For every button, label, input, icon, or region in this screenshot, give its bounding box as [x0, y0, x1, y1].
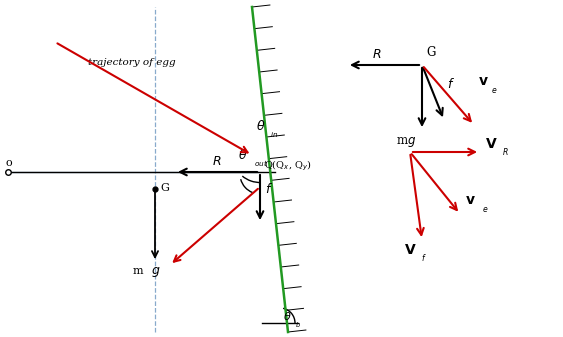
Text: m$g$: m$g$ — [396, 135, 416, 149]
Text: $_b$: $_b$ — [295, 320, 301, 330]
Text: $\theta$: $\theta$ — [238, 148, 247, 162]
Text: $\theta$: $\theta$ — [256, 119, 265, 133]
Text: $R$: $R$ — [373, 48, 382, 61]
Text: $\theta$: $\theta$ — [283, 310, 292, 322]
Text: $R$: $R$ — [212, 155, 222, 168]
Text: trajectory of egg: trajectory of egg — [88, 58, 176, 67]
Text: m: m — [133, 266, 144, 276]
Text: $_{in}$: $_{in}$ — [270, 130, 278, 140]
Text: $f$: $f$ — [265, 182, 273, 195]
Text: o: o — [6, 158, 12, 168]
Text: $_e$: $_e$ — [491, 86, 498, 96]
Text: $_f$: $_f$ — [421, 253, 427, 265]
Text: $g$: $g$ — [151, 265, 160, 279]
Text: G: G — [160, 183, 169, 193]
Text: $_R$: $_R$ — [502, 147, 509, 159]
Text: $\mathbf{v}$: $\mathbf{v}$ — [478, 74, 489, 88]
Text: $\mathbf{V}$: $\mathbf{V}$ — [485, 137, 498, 151]
Text: $\mathbf{V}$: $\mathbf{V}$ — [404, 243, 417, 257]
Text: $\mathbf{v}$: $\mathbf{v}$ — [465, 193, 476, 207]
Text: G: G — [426, 46, 435, 59]
Text: $_e$: $_e$ — [482, 205, 489, 215]
Text: Q(Q$_x$, Q$_y$): Q(Q$_x$, Q$_y$) — [264, 158, 312, 173]
Text: $_{out}$: $_{out}$ — [254, 159, 268, 169]
Text: $f$: $f$ — [447, 76, 455, 91]
